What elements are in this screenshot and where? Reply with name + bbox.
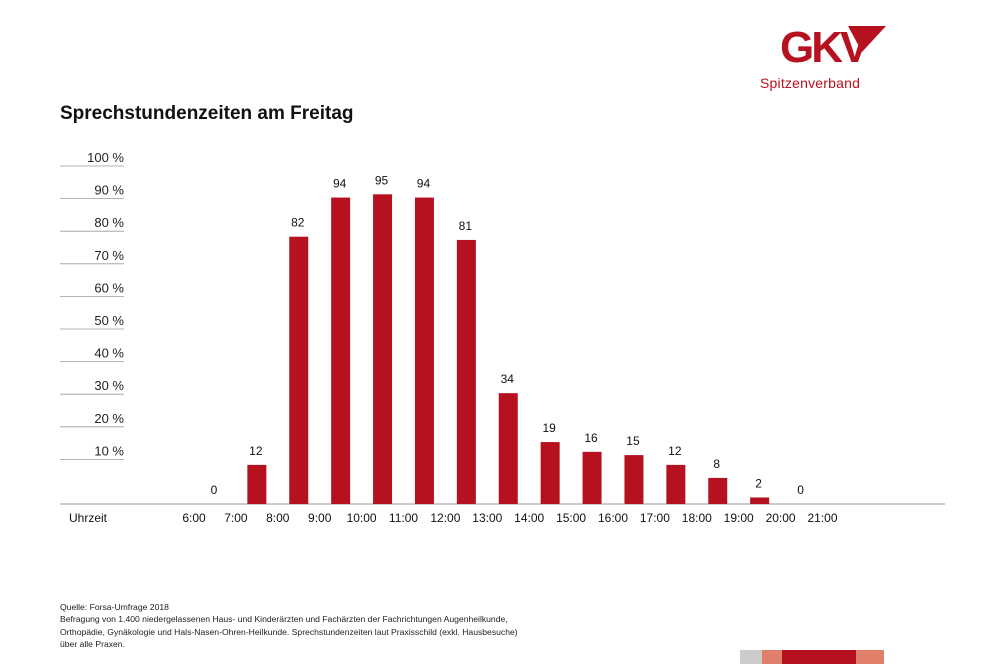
footer-strip-salmon — [762, 650, 782, 664]
footnote-line2: Orthopädie, Gynäkologie und Hals-Nasen-O… — [60, 626, 518, 637]
x-tick-label: 18:00 — [682, 511, 712, 525]
bar-value-label: 34 — [501, 372, 515, 386]
y-tick-label: 40 % — [94, 346, 124, 361]
bar — [582, 451, 602, 504]
y-tick-label: 50 % — [94, 313, 124, 328]
x-tick-label: 10:00 — [347, 511, 377, 525]
bar-value-label: 0 — [797, 483, 804, 497]
bar — [331, 197, 351, 504]
x-tick-label: 19:00 — [724, 511, 754, 525]
y-tick-label: 90 % — [94, 183, 124, 198]
x-tick-label: 20:00 — [766, 511, 796, 525]
y-tick-label: 100 % — [87, 150, 124, 165]
footnote-line1: Befragung von 1.400 niedergelassenen Hau… — [60, 614, 508, 625]
x-tick-label: 16:00 — [598, 511, 628, 525]
bar — [456, 239, 476, 504]
bar-value-label: 94 — [333, 177, 347, 191]
y-tick-label: 80 % — [94, 215, 124, 230]
bar-value-label: 81 — [459, 219, 473, 233]
x-tick-label: 8:00 — [266, 511, 290, 525]
footnote-line3: über alle Praxen. — [60, 638, 125, 649]
footer-strip-red — [782, 650, 856, 664]
y-tick-label: 70 % — [94, 248, 124, 263]
footer-strip-grey — [740, 650, 762, 664]
x-tick-label: 11:00 — [389, 511, 418, 525]
logo-chevron-shape — [848, 26, 886, 52]
x-axis-label: Uhrzeit — [69, 511, 108, 525]
x-tick-label: 12:00 — [430, 511, 460, 525]
bar — [247, 464, 267, 504]
footnote-source: Quelle: Forsa-Umfrage 2018 — [60, 602, 169, 612]
bar — [750, 497, 770, 504]
bar-value-label: 8 — [713, 457, 720, 471]
y-tick-label: 20 % — [94, 411, 124, 426]
x-tick-label: 15:00 — [556, 511, 586, 525]
x-tick-label: 9:00 — [308, 511, 332, 525]
bar-value-label: 19 — [542, 421, 556, 435]
bar — [666, 464, 686, 504]
bar — [708, 477, 728, 504]
bar — [414, 197, 434, 504]
bar-value-label: 94 — [417, 177, 431, 191]
bar-value-label: 12 — [249, 444, 263, 458]
y-tick-label: 60 % — [94, 280, 124, 295]
bar-chart: 10 % 20 % 30 % 40 % 50 % 60 % 70 % 80 % 90 % 100 … — [60, 150, 945, 525]
bar-value-label: 0 — [211, 483, 218, 497]
bar-value-label: 2 — [755, 476, 762, 490]
gkv-logo: GKV — [780, 23, 886, 72]
bar-value-label: 16 — [584, 431, 598, 445]
bar-value-label: 82 — [291, 216, 305, 230]
bar — [540, 442, 560, 504]
bar — [373, 194, 393, 505]
bar-value-label: 12 — [668, 444, 682, 458]
y-tick-label: 10 % — [94, 443, 124, 458]
x-tick-label: 21:00 — [807, 511, 837, 525]
x-tick-label: 17:00 — [640, 511, 670, 525]
x-tick-label: 13:00 — [472, 511, 502, 525]
x-tick-label: 7:00 — [224, 511, 248, 525]
x-tick-label: 14:00 — [514, 511, 544, 525]
y-tick-label: 30 % — [94, 378, 124, 393]
bar — [289, 236, 309, 504]
footnote: Quelle: Forsa-Umfrage 2018 Befragung von… — [60, 601, 580, 650]
bar — [498, 393, 518, 504]
x-tick-label: 6:00 — [182, 511, 206, 525]
bar — [624, 455, 644, 504]
bar-value-label: 15 — [626, 434, 640, 448]
chart-title: Sprechstundenzeiten am Freitag — [60, 103, 354, 124]
brand-subtitle: Spitzenverband — [760, 75, 861, 91]
bar-value-label: 95 — [375, 173, 389, 187]
footer-strip-salmon-2 — [856, 650, 884, 664]
